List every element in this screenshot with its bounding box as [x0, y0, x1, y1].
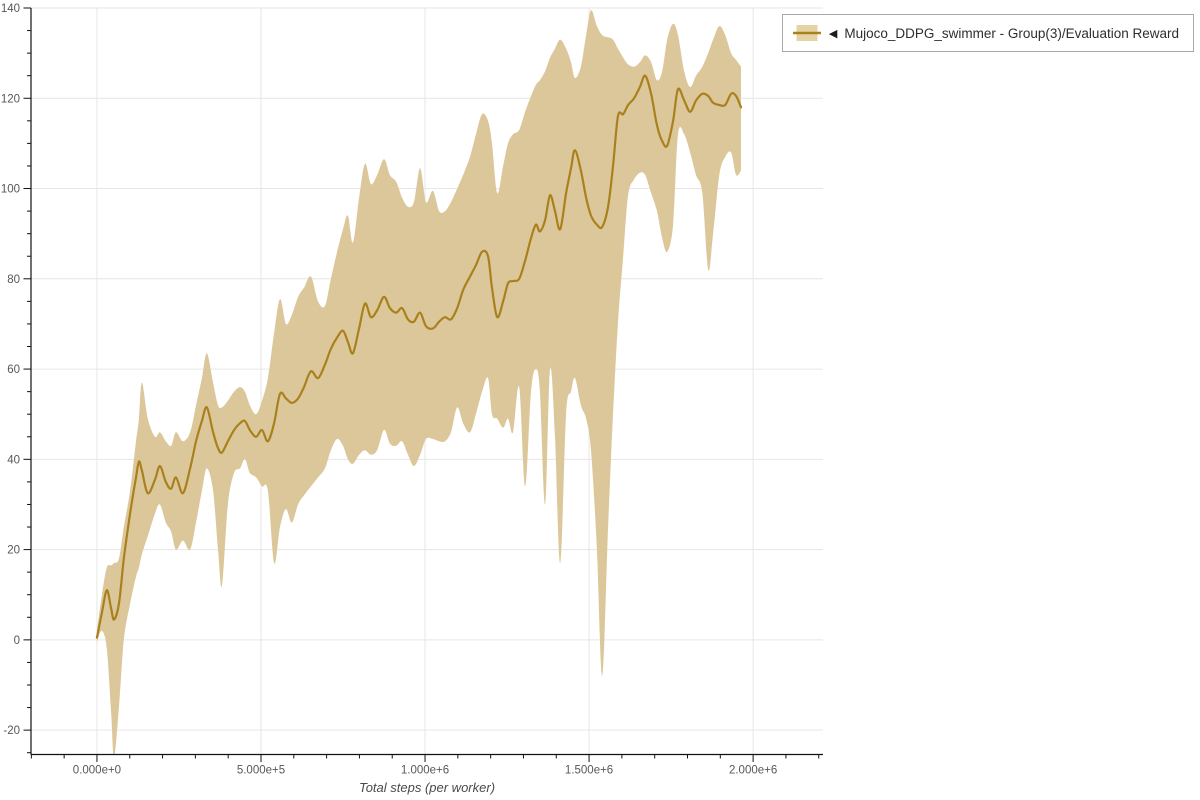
- x-tick-label: 5.000e+5: [237, 765, 285, 777]
- x-tick-label: 2.000e+6: [729, 765, 777, 777]
- legend-series-label: Mujoco_DDPG_swimmer - Group(3)/Evaluatio…: [844, 25, 1179, 41]
- y-tick-label: 60: [7, 364, 20, 376]
- y-tick-label: 80: [7, 274, 20, 286]
- legend[interactable]: ◀ Mujoco_DDPG_swimmer - Group(3)/Evaluat…: [781, 14, 1194, 52]
- legend-swatch-icon: [792, 24, 823, 42]
- y-tick-label: 0: [14, 635, 20, 647]
- y-tick-label: 120: [1, 93, 20, 105]
- x-axis-title: Total steps (per worker): [359, 780, 495, 795]
- y-tick-label: 100: [1, 184, 20, 196]
- mean-reward-line: [95, 74, 743, 639]
- y-tick-label: -20: [3, 725, 20, 737]
- y-tick-label: 40: [7, 454, 20, 466]
- legend-collapse-icon[interactable]: ◀: [828, 27, 838, 40]
- y-tick-label: 20: [7, 545, 20, 557]
- x-tick-label: 1.500e+6: [565, 765, 613, 777]
- x-tick-label: 1.000e+6: [401, 765, 449, 777]
- y-tick-label: 140: [1, 3, 20, 15]
- x-tick-label: 0.000e+0: [73, 765, 121, 777]
- confidence-band: [96, 10, 741, 755]
